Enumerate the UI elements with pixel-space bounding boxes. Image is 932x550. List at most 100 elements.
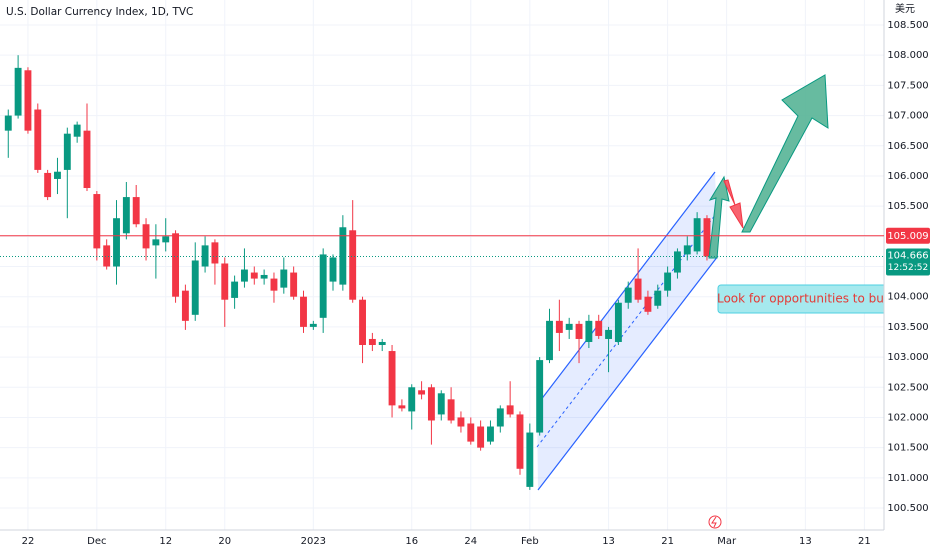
price-line-label: 105.009	[887, 231, 928, 242]
currency: 美元	[895, 2, 915, 15]
annotation: Look for opportunities to buy	[717, 292, 891, 306]
candle-body	[703, 218, 711, 257]
candle-body	[683, 245, 691, 255]
channel-mid	[536, 213, 717, 448]
event-icon[interactable]	[708, 515, 722, 529]
candle-body	[427, 387, 435, 421]
candle-body	[664, 272, 672, 291]
y-tick-label: 103.500	[887, 322, 928, 333]
candle-body	[477, 426, 485, 448]
candle-body	[516, 414, 524, 469]
candle-body	[329, 257, 337, 282]
candle-body	[349, 230, 357, 300]
candle-body	[290, 272, 298, 297]
candle-body	[614, 302, 622, 342]
small-arrow-up	[708, 175, 730, 259]
candle-body	[142, 224, 150, 249]
candle-body	[270, 278, 278, 291]
price-line-badge	[886, 227, 930, 244]
candle-body	[44, 172, 52, 198]
event-icon-bolt	[711, 516, 717, 528]
candle-body	[378, 341, 386, 346]
candle-body	[34, 109, 42, 170]
x-tick-label: 13	[602, 536, 615, 547]
candle-body	[241, 269, 248, 282]
candle-body	[388, 351, 396, 406]
candle-body	[93, 194, 101, 249]
candle-body	[673, 251, 681, 273]
candle-body	[457, 417, 465, 427]
channel-fill	[537, 172, 718, 490]
candle-body	[496, 408, 504, 427]
y-tick-label: 107.500	[887, 80, 928, 91]
x-tick-label: 13	[799, 536, 812, 547]
y-tick-label: 107.000	[887, 111, 928, 122]
x-tick-label: 21	[858, 536, 871, 547]
x-tick-label: 21	[661, 536, 674, 547]
candle-body	[359, 299, 366, 346]
candle-body	[280, 269, 288, 288]
candle-body	[654, 290, 662, 306]
x-tick-label: 20	[218, 536, 231, 547]
chart-title: U.S. Dollar Currency Index, 1D, TVC	[6, 6, 193, 18]
candle-body	[368, 338, 376, 346]
candle-body	[585, 320, 593, 342]
last-price-label: 104.666	[887, 250, 928, 261]
candle-body	[546, 320, 553, 361]
y-tick-label: 102.500	[887, 382, 928, 393]
candle-body	[693, 218, 701, 252]
candle-body	[644, 296, 652, 312]
candle-body	[624, 287, 632, 303]
candle-body	[605, 329, 612, 339]
y-tick-label: 108.500	[887, 20, 928, 31]
x-tick-label: 24	[464, 536, 477, 547]
candle-body	[113, 218, 120, 267]
candle-body	[467, 423, 475, 442]
y-tick-label: 104.000	[887, 292, 928, 303]
candle-body	[14, 67, 22, 116]
channel-lower	[537, 255, 719, 491]
candles	[4, 55, 711, 490]
candle-body	[231, 281, 239, 298]
candle-body	[63, 133, 71, 170]
candle-body	[506, 405, 514, 415]
candle-body	[191, 260, 199, 315]
grid	[0, 0, 884, 530]
candle-body	[132, 197, 140, 225]
y-tick-label: 106.000	[887, 171, 928, 182]
y-tick-label: 105.500	[887, 201, 928, 212]
candle-body	[418, 390, 426, 395]
candle-body	[54, 171, 61, 179]
candle-body	[250, 272, 258, 279]
x-tick-label: 22	[22, 536, 35, 547]
x-tick-label: 2023	[301, 536, 326, 547]
candle-body	[309, 323, 317, 327]
candle-body	[339, 227, 347, 285]
y-tick-label: 102.000	[887, 412, 928, 423]
candle-body	[260, 274, 268, 279]
candle-body	[536, 360, 544, 433]
candle-body	[487, 426, 494, 442]
candle-body	[4, 115, 12, 131]
candle-body	[437, 393, 445, 415]
candle-body	[24, 70, 32, 131]
y-tick-label: 103.000	[887, 352, 928, 363]
candle-body	[447, 399, 455, 421]
last-price-badge	[886, 248, 930, 276]
y-tick-label: 101.500	[887, 443, 928, 454]
x-tick-label: 16	[405, 536, 418, 547]
candle-body	[319, 254, 327, 318]
candle-body	[595, 320, 603, 336]
x-tick-label: Feb	[521, 536, 539, 547]
y-tick-label: 100.500	[887, 503, 928, 514]
big-arrow	[741, 74, 829, 233]
y-tick-label: 106.500	[887, 141, 928, 152]
candle-body	[526, 432, 534, 487]
candle-body	[565, 323, 573, 330]
candle-body	[73, 124, 81, 137]
candle-body	[162, 236, 170, 243]
countdown: 12:52:52	[888, 263, 928, 273]
candle-body	[408, 387, 416, 412]
candle-body	[300, 296, 307, 327]
